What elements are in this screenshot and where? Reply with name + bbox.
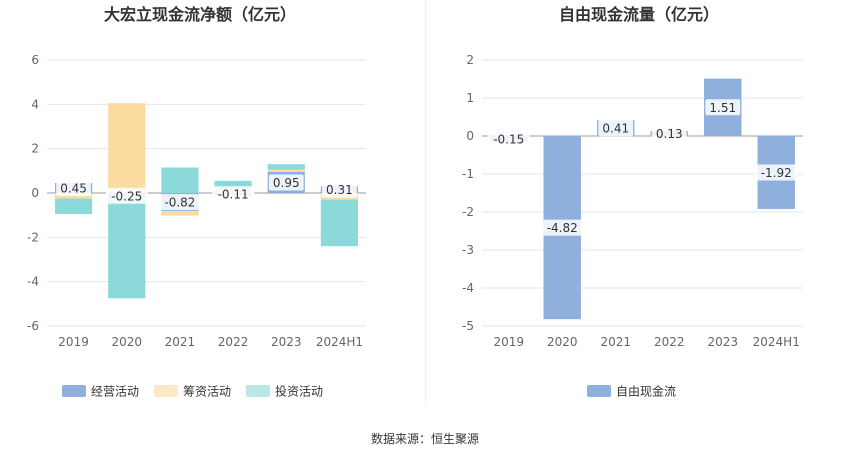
- bar-投资活动-2024H1: [320, 199, 359, 247]
- y-tick-label: 4: [31, 97, 39, 111]
- data-label-bg: [598, 120, 634, 137]
- legend-label: 筹资活动: [183, 385, 231, 399]
- bar-投资活动-2022: [214, 180, 252, 190]
- x-tick-label: 2019: [493, 335, 524, 349]
- x-tick-label: 2021: [600, 335, 631, 349]
- data-label-bg: [105, 187, 148, 204]
- chart-title: 大宏立现金流净额（亿元）: [104, 5, 296, 24]
- legend-swatch: [587, 385, 611, 397]
- y-tick-label: 2: [466, 53, 474, 67]
- y-tick-label: 0: [31, 186, 39, 200]
- y-tick-label: -3: [462, 243, 474, 257]
- data-label: 0.45: [60, 182, 87, 196]
- data-label: 0.95: [273, 176, 300, 190]
- x-tick-label: 2020: [547, 335, 578, 349]
- y-tick-label: 0: [466, 129, 474, 143]
- legend-swatch: [246, 385, 270, 397]
- bar-投资活动-2020: [108, 198, 146, 299]
- data-label: -1.92: [761, 166, 792, 180]
- data-label: 0.31: [326, 183, 353, 197]
- x-tick-label: 2022: [218, 335, 249, 349]
- data-label: -0.11: [218, 188, 249, 202]
- data-source: 数据来源：恒生聚源: [370, 432, 479, 446]
- bar-筹资活动-2021: [161, 211, 199, 216]
- y-tick-label: -2: [27, 230, 39, 244]
- x-tick-label: 2024H1: [753, 335, 800, 349]
- x-tick-label: 2024H1: [316, 335, 363, 349]
- bar-投资活动-2021: [161, 167, 199, 193]
- data-label-bg: [541, 219, 584, 236]
- data-label-bg: [487, 130, 530, 147]
- legend-swatch: [154, 385, 178, 397]
- data-label: 0.41: [602, 122, 629, 136]
- data-label: 0.13: [656, 127, 683, 141]
- data-label-bg: [322, 181, 357, 198]
- bar-投资活动-2019: [54, 198, 93, 215]
- x-tick-label: 2019: [58, 335, 89, 349]
- y-tick-label: -4: [27, 275, 39, 289]
- left-chart-cash-flow: 大宏立现金流净额（亿元） -6 -4 -2 0 2 4 6 2019 2020 2021 2022 20…: [27, 5, 366, 399]
- y-tick-label: 2: [31, 142, 39, 156]
- legend-label: 经营活动: [91, 385, 139, 399]
- data-label: 1.51: [709, 101, 736, 115]
- legend-label: 投资活动: [275, 384, 323, 399]
- data-label-bg: [651, 125, 687, 142]
- data-label-bg: [705, 99, 741, 116]
- data-label: -0.82: [164, 196, 195, 210]
- x-tick-label: 2021: [165, 335, 196, 349]
- y-tick-label: -1: [462, 167, 474, 181]
- chart-divider: [425, 0, 426, 405]
- x-tick-label: 2020: [111, 335, 142, 349]
- right-chart-free-cash-flow: 自由现金流量（亿元） -5 -4 -3 -2 -1 0 1 2 2019 2020 2021 2022 2…: [462, 5, 803, 399]
- data-label-bg: [158, 194, 201, 211]
- bar-投资活动-2023: [267, 164, 305, 170]
- chart-title: 自由现金流量（亿元）: [559, 5, 719, 24]
- data-label-bg: [56, 180, 91, 197]
- bar-筹资活动-2020: [108, 103, 146, 193]
- data-label-bg: [268, 174, 304, 191]
- data-label: -4.82: [547, 221, 578, 235]
- legend-label: 自由现金流: [616, 384, 676, 399]
- x-tick-label: 2023: [271, 335, 302, 349]
- data-label-bg: [755, 164, 798, 181]
- data-label: -0.15: [493, 132, 524, 146]
- bar-筹资活动-2023: [267, 169, 305, 172]
- y-tick-label: 6: [31, 53, 39, 67]
- x-tick-label: 2023: [707, 335, 738, 349]
- x-tick-label: 2022: [654, 335, 685, 349]
- data-label: -0.25: [111, 189, 142, 203]
- y-tick-label: -6: [27, 319, 39, 333]
- y-tick-label: 1: [466, 91, 474, 105]
- data-label-bg: [212, 186, 255, 203]
- y-tick-label: -2: [462, 205, 474, 219]
- legend-swatch: [62, 385, 86, 397]
- y-tick-label: -4: [462, 281, 474, 295]
- y-tick-label: -5: [462, 319, 474, 333]
